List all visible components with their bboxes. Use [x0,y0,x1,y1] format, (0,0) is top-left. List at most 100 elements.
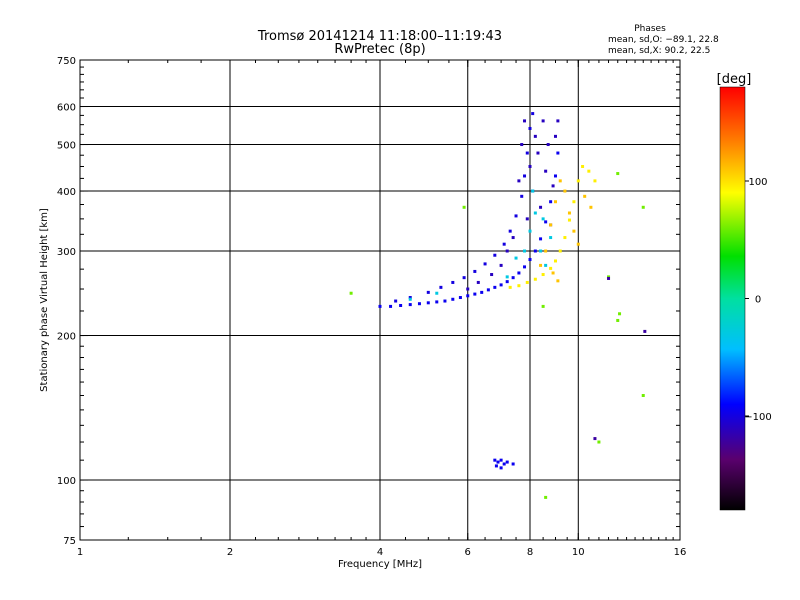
data-point [493,253,497,257]
y-tick-label: 300 [57,247,76,258]
data-point [544,169,548,173]
data-point [528,126,532,130]
chart-subtitle: RwPretec (8p) [334,42,425,57]
data-point [502,242,506,246]
data-point [486,288,490,292]
data-point [581,164,585,168]
data-point [539,205,543,209]
data-point [553,259,557,263]
data-point [480,290,484,294]
data-point [505,249,509,253]
data-point [593,179,597,183]
data-point [536,151,540,155]
data-point [616,318,620,322]
data-point [567,211,571,215]
data-point [556,279,560,283]
x-tick-label: 8 [527,547,533,558]
data-point [531,189,535,193]
data-point [558,179,562,183]
data-point [483,262,487,266]
data-point [394,299,398,303]
data-point [533,277,537,281]
x-tick-label: 2 [227,547,233,558]
data-point [443,299,447,303]
data-point [435,300,439,304]
data-point [493,458,497,462]
data-point [435,291,439,295]
phase-stats-o: mean, sd,O: −89.1, 22.8 [608,35,719,45]
data-point [523,265,527,269]
data-point [520,194,524,198]
data-point [549,200,553,204]
data-point [525,217,529,221]
data-point [539,237,543,241]
y-tick-label: 750 [57,56,76,67]
chart-title: Tromsø 20141214 11:18:00–11:19:43 [257,29,502,44]
data-point [496,460,500,464]
data-point [462,205,466,209]
colorbar-tick-label: 100 [748,177,767,188]
y-tick-label: 75 [63,536,76,547]
y-tick-label: 600 [57,103,76,114]
data-point [523,119,527,123]
data-point [544,249,548,253]
data-point [541,273,545,277]
data-point [399,303,403,307]
data-point [520,143,524,147]
data-point [439,285,443,289]
data-point [517,284,521,288]
data-points [349,112,647,499]
data-point [499,263,503,267]
data-point [607,275,611,279]
axis-ticks: 1 2 4 6 8 10 16 75 100 200 300 400 500 600 750 [57,56,686,558]
data-point [583,194,587,198]
data-point [389,304,393,308]
data-point [607,276,611,280]
data-point [514,214,518,218]
data-point [551,271,555,275]
data-point [451,297,455,301]
data-point [508,285,512,289]
data-point [558,249,562,253]
data-point [514,256,518,260]
x-tick-label: 6 [465,547,471,558]
data-point [378,304,382,308]
data-point [546,143,550,147]
data-point [528,229,532,233]
data-point [511,236,515,240]
colorbar-tick-label: 0 [755,295,761,306]
data-point [551,184,555,188]
data-point [643,329,647,333]
data-point [549,223,553,227]
data-point [589,205,593,209]
data-point [426,301,430,305]
data-point [462,276,466,280]
data-point [511,462,515,466]
x-axis-label: Frequency [MHz] [338,559,422,570]
data-point [572,200,576,204]
data-point [556,119,560,123]
data-point [505,275,509,279]
data-point [641,205,645,209]
y-tick-label: 500 [57,141,76,152]
data-point [476,280,480,284]
data-point [525,151,529,155]
data-point [587,169,591,173]
phase-stats-x: mean, sd,X: 90.2, 22.5 [608,46,710,56]
data-point [553,200,557,204]
data-point [490,273,494,277]
data-point [563,189,567,193]
data-point [499,283,503,287]
grid-lines [80,60,680,540]
data-point [553,174,557,178]
colorbar [719,86,746,511]
data-point [525,280,529,284]
data-point [567,218,571,222]
colorbar-label: [deg] [717,72,752,87]
data-point [408,296,412,300]
data-point [641,394,645,398]
x-tick-label: 1 [77,547,83,558]
data-point [618,312,622,316]
data-point [593,437,597,441]
